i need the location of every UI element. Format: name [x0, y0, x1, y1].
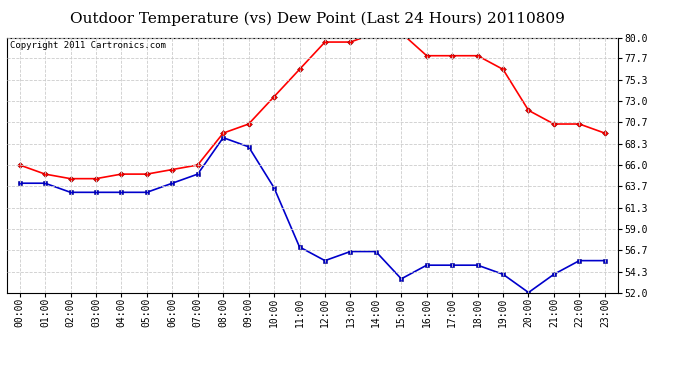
Text: Outdoor Temperature (vs) Dew Point (Last 24 Hours) 20110809: Outdoor Temperature (vs) Dew Point (Last…: [70, 11, 565, 26]
Text: Copyright 2011 Cartronics.com: Copyright 2011 Cartronics.com: [10, 41, 166, 50]
